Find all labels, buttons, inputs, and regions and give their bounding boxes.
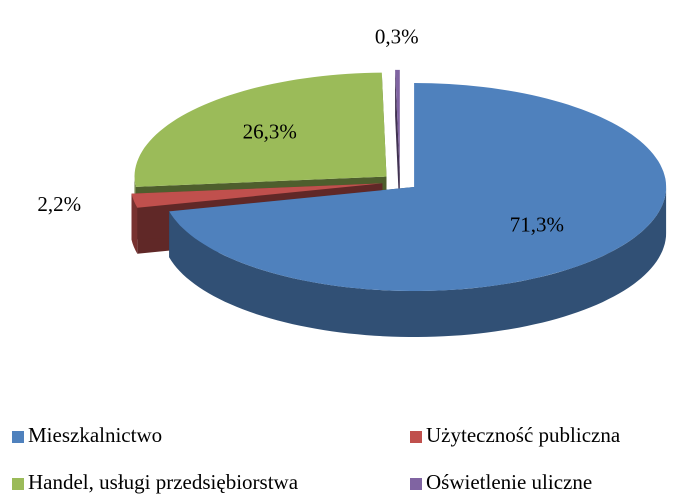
data-label: 2,2% xyxy=(37,192,81,216)
legend-label: Mieszkalnictwo xyxy=(28,423,162,447)
slice xyxy=(395,69,400,174)
legend-swatch xyxy=(12,431,24,443)
legend-swatch xyxy=(410,431,422,443)
slice xyxy=(169,83,667,291)
legend-label: Handel, usługi przedsiębiorstwa xyxy=(28,470,299,494)
legend-label: Oświetlenie uliczne xyxy=(426,470,592,494)
slice-wall xyxy=(169,187,667,337)
legend-swatch xyxy=(410,478,422,490)
slice xyxy=(134,72,387,187)
data-label: 0,3% xyxy=(375,25,419,49)
legend-label: Użyteczność publiczna xyxy=(426,423,621,447)
slice-wall xyxy=(131,193,138,254)
slice-side xyxy=(395,69,400,220)
legend-swatch xyxy=(12,478,24,490)
data-label: 71,3% xyxy=(510,213,564,237)
slice xyxy=(131,183,383,208)
data-label: 26,3% xyxy=(243,120,297,144)
